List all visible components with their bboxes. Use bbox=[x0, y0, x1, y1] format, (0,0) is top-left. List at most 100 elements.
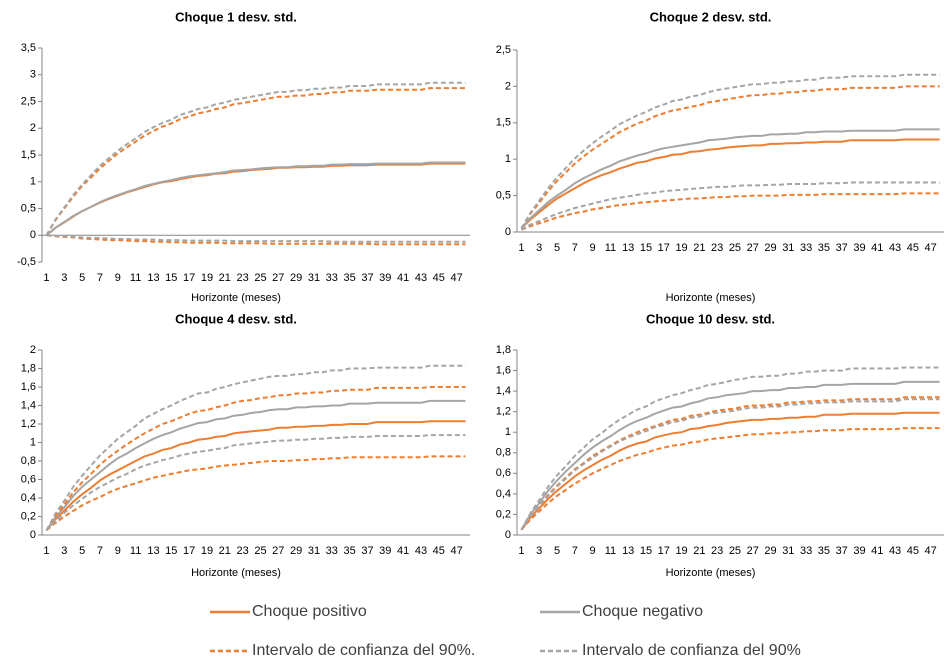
y-tick-label: 1,2 bbox=[496, 406, 511, 418]
x-tick-label: 29 bbox=[290, 272, 302, 284]
legend-label: Choque negativo bbox=[582, 603, 703, 620]
series-line bbox=[520, 366, 940, 531]
x-tick-label: 37 bbox=[361, 272, 373, 284]
x-tick-label: 25 bbox=[254, 272, 266, 284]
x-tick-label: 45 bbox=[433, 272, 445, 284]
x-tick-label: 1 bbox=[518, 242, 524, 254]
x-tick-label: 21 bbox=[693, 242, 705, 254]
x-tick-label: 15 bbox=[165, 272, 177, 284]
y-tick-label: 1,4 bbox=[496, 385, 511, 397]
x-tick-label: 41 bbox=[397, 272, 409, 284]
series-line bbox=[45, 420, 466, 532]
y-tick-label: 0,8 bbox=[21, 455, 36, 467]
x-tick-label: 43 bbox=[889, 545, 901, 557]
x-tick-label: 3 bbox=[61, 272, 67, 284]
y-tick-label: 0 bbox=[505, 529, 511, 541]
y-tick-label: 1,5 bbox=[21, 149, 36, 161]
series-line bbox=[520, 181, 940, 231]
x-tick-label: 5 bbox=[79, 272, 85, 284]
chart-title: Choque 1 desv. std. bbox=[175, 9, 297, 24]
x-tick-label: 7 bbox=[97, 545, 103, 557]
x-tick-label: 9 bbox=[115, 272, 121, 284]
x-tick-label: 39 bbox=[379, 545, 391, 557]
x-tick-label: 43 bbox=[415, 545, 427, 557]
x-tick-label: 33 bbox=[326, 272, 338, 284]
series-line bbox=[46, 234, 466, 246]
x-tick-label: 39 bbox=[853, 545, 865, 557]
x-tick-label: 29 bbox=[290, 545, 302, 557]
x-tick-label: 43 bbox=[889, 242, 901, 254]
x-tick-label: 17 bbox=[183, 272, 195, 284]
x-tick-label: 5 bbox=[554, 545, 560, 557]
x-tick-label: 21 bbox=[693, 545, 705, 557]
x-tick-label: 23 bbox=[237, 272, 249, 284]
x-tick-label: 37 bbox=[361, 545, 373, 557]
x-tick-label: 13 bbox=[622, 545, 634, 557]
x-tick-label: 41 bbox=[871, 545, 883, 557]
x-tick-label: 7 bbox=[572, 242, 578, 254]
y-tick-label: 1,8 bbox=[21, 362, 36, 374]
y-tick-label: -0,5 bbox=[17, 256, 36, 268]
chart-title: Choque 2 desv. std. bbox=[650, 9, 772, 24]
y-tick-label: 0,6 bbox=[21, 473, 36, 485]
legend-label: Choque positivo bbox=[252, 603, 367, 620]
y-tick-label: 1,2 bbox=[21, 418, 36, 430]
x-tick-label: 11 bbox=[605, 242, 616, 254]
series-line bbox=[520, 128, 940, 230]
x-tick-label: 47 bbox=[925, 242, 937, 254]
x-tick-label: 47 bbox=[451, 272, 463, 284]
x-tick-label: 1 bbox=[43, 545, 49, 557]
x-tick-label: 19 bbox=[201, 545, 213, 557]
series-line bbox=[45, 399, 466, 531]
chart-title: Choque 10 desv. std. bbox=[646, 311, 775, 326]
series-line bbox=[45, 386, 466, 531]
x-tick-label: 9 bbox=[115, 545, 121, 557]
x-tick-label: 1 bbox=[43, 272, 49, 284]
x-tick-label: 15 bbox=[640, 545, 652, 557]
x-tick-label: 33 bbox=[800, 242, 812, 254]
legend-label: Intervalo de confianza del 90%. bbox=[252, 642, 475, 659]
series-line bbox=[45, 455, 466, 532]
x-tick-label: 41 bbox=[397, 545, 409, 557]
x-axis-title: Horizonte (meses) bbox=[666, 292, 756, 304]
y-tick-label: 0,4 bbox=[21, 492, 36, 504]
series-line bbox=[520, 138, 940, 230]
y-tick-label: 0 bbox=[30, 529, 36, 541]
x-tick-label: 39 bbox=[379, 272, 391, 284]
x-tick-label: 3 bbox=[536, 242, 542, 254]
series-line bbox=[45, 87, 466, 236]
series-line bbox=[520, 85, 940, 229]
x-tick-label: 5 bbox=[554, 242, 560, 254]
x-tick-label: 21 bbox=[219, 272, 231, 284]
series-line bbox=[520, 427, 940, 531]
series-line bbox=[45, 81, 466, 236]
chart-title: Choque 4 desv. std. bbox=[175, 311, 297, 326]
x-tick-label: 17 bbox=[183, 545, 195, 557]
x-tick-label: 31 bbox=[782, 242, 794, 254]
x-axis-title: Horizonte (meses) bbox=[191, 567, 281, 579]
x-tick-label: 25 bbox=[254, 545, 266, 557]
x-tick-label: 47 bbox=[451, 545, 463, 557]
x-tick-label: 39 bbox=[853, 242, 865, 254]
x-tick-label: 3 bbox=[61, 545, 67, 557]
y-tick-label: 1,8 bbox=[496, 344, 511, 356]
x-tick-label: 27 bbox=[747, 242, 759, 254]
x-tick-label: 47 bbox=[925, 545, 937, 557]
x-tick-label: 31 bbox=[782, 545, 794, 557]
series-line bbox=[45, 364, 466, 531]
x-tick-label: 11 bbox=[130, 272, 141, 284]
x-tick-label: 15 bbox=[640, 242, 652, 254]
y-tick-label: 0,2 bbox=[21, 510, 36, 522]
x-tick-label: 21 bbox=[219, 545, 231, 557]
x-tick-label: 23 bbox=[711, 545, 723, 557]
y-tick-label: 1 bbox=[30, 436, 36, 448]
y-tick-label: 1,4 bbox=[21, 399, 36, 411]
x-tick-label: 35 bbox=[818, 545, 830, 557]
y-tick-label: 3 bbox=[30, 69, 36, 81]
y-tick-label: 2,5 bbox=[21, 95, 36, 107]
x-tick-label: 7 bbox=[572, 545, 578, 557]
x-tick-label: 35 bbox=[344, 272, 356, 284]
y-tick-label: 3,5 bbox=[21, 42, 36, 54]
y-tick-label: 1 bbox=[30, 176, 36, 188]
